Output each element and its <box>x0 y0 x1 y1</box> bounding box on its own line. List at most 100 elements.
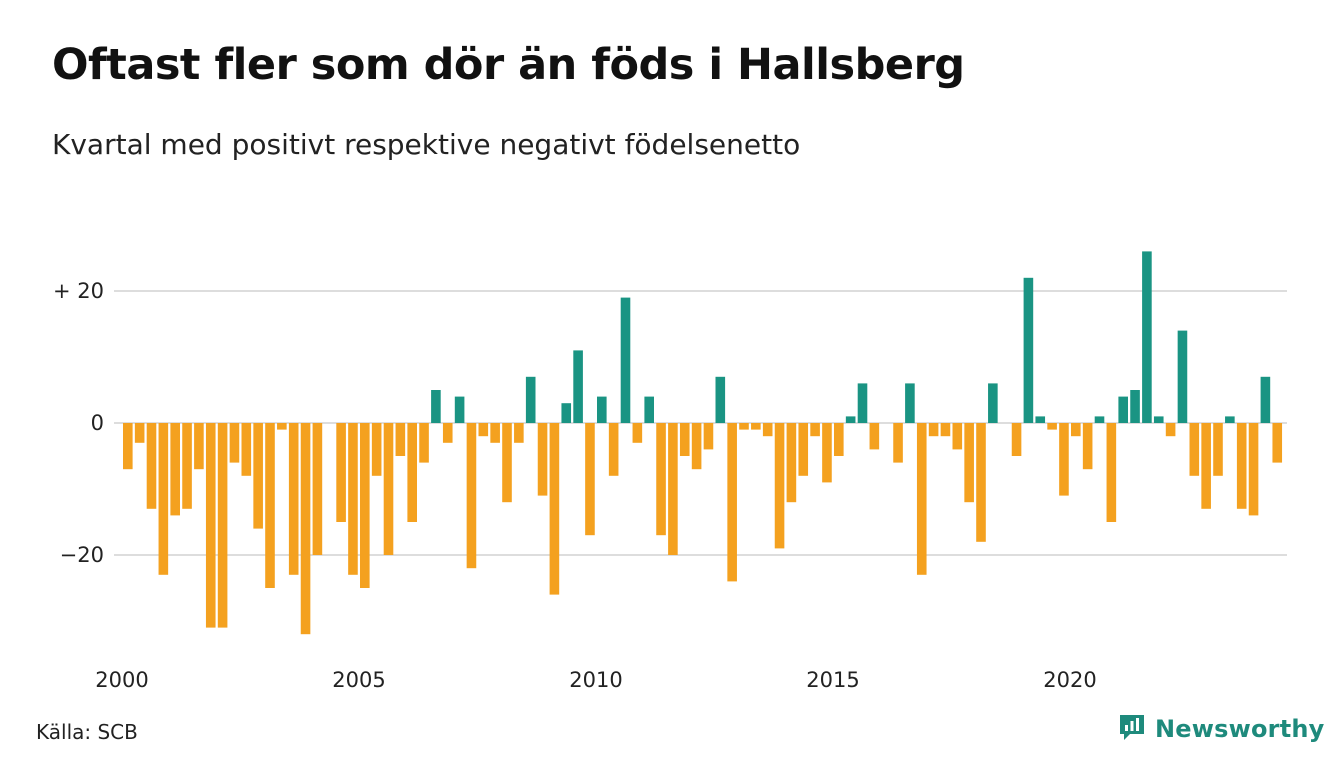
source-note: Källa: SCB <box>36 720 138 744</box>
bar-negative <box>265 423 275 588</box>
bar-negative <box>123 423 133 470</box>
bar-negative <box>134 423 145 443</box>
bar-negative <box>229 423 240 463</box>
bar-negative <box>1236 423 1247 509</box>
bar-positive <box>431 390 441 423</box>
bar-positive <box>1094 416 1105 423</box>
bar-negative <box>407 423 417 522</box>
bar-negative <box>205 423 216 628</box>
bar-negative <box>502 423 512 503</box>
bar-negative <box>810 423 820 437</box>
bar-negative <box>1059 423 1069 496</box>
bar-negative <box>490 423 500 443</box>
bar-negative <box>786 423 797 503</box>
bar-negative <box>668 423 678 555</box>
bar-negative <box>549 423 560 595</box>
bar-negative <box>514 423 524 443</box>
brand-name: Newsworthy <box>1155 715 1325 743</box>
bar-negative <box>964 423 974 503</box>
bar-positive <box>1118 396 1128 423</box>
bar-positive <box>1035 416 1046 423</box>
bar-negative <box>217 423 228 628</box>
bar-negative <box>1272 423 1283 463</box>
bar-negative <box>241 423 252 476</box>
bar-positive <box>1023 277 1034 423</box>
bar-negative <box>916 423 927 575</box>
x-tick-label: 2010 <box>569 668 622 692</box>
bar-negative <box>395 423 406 456</box>
bar-negative <box>336 423 346 522</box>
bar-negative <box>928 423 939 437</box>
bars <box>123 251 1283 635</box>
bar-positive <box>644 396 654 423</box>
bar-negative <box>158 423 169 575</box>
x-tick-label: 2005 <box>332 668 385 692</box>
bar-negative <box>703 423 714 450</box>
x-axis-labels: 2000 2005 2010 2015 2020 <box>95 668 1096 692</box>
bar-negative <box>1248 423 1259 516</box>
bar-negative <box>194 423 204 470</box>
bar-positive <box>715 376 726 423</box>
x-tick-label: 2000 <box>95 668 148 692</box>
bar-negative <box>1106 423 1117 522</box>
bar-negative <box>822 423 832 483</box>
bar-negative <box>751 423 761 430</box>
bar-negative <box>1189 423 1200 476</box>
bar-negative <box>798 423 809 476</box>
bar-negative <box>348 423 358 575</box>
bar-negative <box>1165 423 1176 437</box>
bar-positive <box>454 396 465 423</box>
x-tick-label: 2015 <box>806 668 859 692</box>
bar-chart: + 20 0 −20 2000 2005 2010 2015 2020 <box>53 251 1287 692</box>
bar-negative <box>383 423 394 555</box>
bar-positive <box>845 416 856 423</box>
bar-negative <box>762 423 773 437</box>
bar-negative <box>277 423 287 430</box>
bar-positive <box>1260 376 1271 423</box>
bar-negative <box>312 423 323 555</box>
bar-negative <box>1071 423 1081 437</box>
chart-title: Oftast fler som dör än föds i Hallsberg <box>52 40 965 90</box>
bar-negative <box>1011 423 1022 456</box>
bar-negative <box>727 423 737 582</box>
bar-positive <box>573 350 583 423</box>
bar-negative <box>288 423 299 575</box>
bar-positive <box>905 383 915 423</box>
y-tick-label: 0 <box>91 411 104 435</box>
bar-positive <box>620 297 631 423</box>
bar-negative <box>1047 423 1057 430</box>
bar-negative <box>940 423 951 437</box>
bar-negative <box>632 423 643 443</box>
x-tick-label: 2020 <box>1043 668 1096 692</box>
bar-negative <box>170 423 180 516</box>
y-tick-label: −20 <box>60 543 104 567</box>
bar-negative <box>371 423 382 476</box>
chart-subtitle: Kvartal med positivt respektive negativt… <box>52 128 801 161</box>
bar-negative <box>1213 423 1223 476</box>
bar-positive <box>597 396 607 423</box>
brand-logo[interactable]: Newsworthy <box>1117 712 1325 746</box>
bar-negative <box>656 423 666 536</box>
bar-positive <box>988 383 998 423</box>
bar-negative <box>585 423 595 536</box>
bar-positive <box>1153 416 1164 423</box>
bar-negative <box>976 423 986 542</box>
bar-negative <box>537 423 548 496</box>
bar-negative <box>146 423 157 509</box>
bar-negative <box>442 423 453 443</box>
bar-negative <box>419 423 429 463</box>
bar-negative <box>952 423 963 450</box>
bar-negative <box>893 423 903 463</box>
bar-negative <box>679 423 690 456</box>
bar-chart-speech-bubble-icon <box>1117 712 1147 746</box>
bar-negative <box>869 423 880 450</box>
bar-negative <box>834 423 844 456</box>
bar-negative <box>1082 423 1093 470</box>
bar-negative <box>774 423 785 549</box>
bar-negative <box>300 423 311 635</box>
bar-negative <box>360 423 370 588</box>
bar-positive <box>857 383 868 423</box>
bar-positive <box>1225 416 1235 423</box>
bar-negative <box>1201 423 1211 509</box>
bar-negative <box>182 423 192 509</box>
